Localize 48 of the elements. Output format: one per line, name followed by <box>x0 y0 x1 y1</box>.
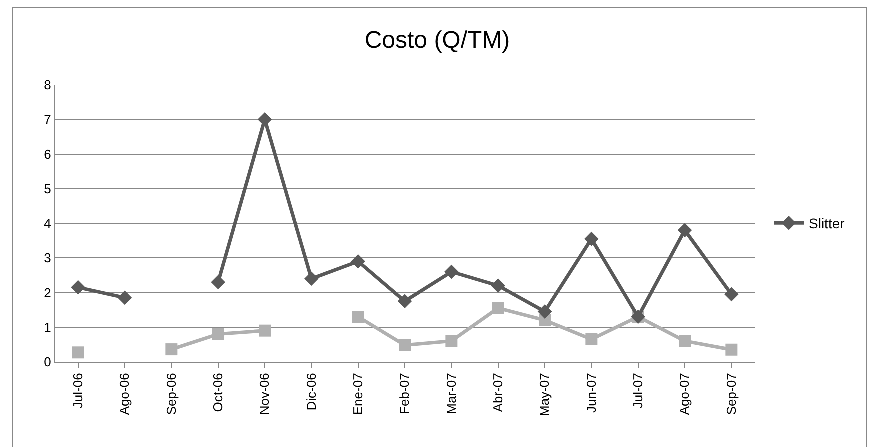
y-tick-label: 2 <box>44 285 52 300</box>
y-tick-label: 6 <box>44 146 52 162</box>
x-tick-label: Mar-07 <box>444 373 459 414</box>
point <box>492 302 504 314</box>
chart-title: Costo (Q/TM) <box>364 27 510 54</box>
point <box>352 310 364 323</box>
point <box>212 328 224 340</box>
x-tick-label: Dic-06 <box>304 373 319 411</box>
y-tick-label: 7 <box>44 112 52 128</box>
x-tick-label: Nov-06 <box>257 373 272 416</box>
point <box>166 344 178 356</box>
point <box>304 272 319 286</box>
x-tick-label: May-07 <box>537 373 552 417</box>
x-tick-label: Ene-07 <box>350 373 366 416</box>
point <box>258 112 272 127</box>
x-tick-label: Sep-07 <box>724 373 739 416</box>
point <box>72 346 84 359</box>
point <box>678 223 692 238</box>
y-tick-label: 8 <box>44 78 52 93</box>
point <box>538 304 552 319</box>
y-tick-label: 0 <box>44 354 52 370</box>
point <box>491 278 506 293</box>
point <box>259 324 271 337</box>
x-tick-label: Oct-06 <box>210 373 226 412</box>
y-tick-label: 1 <box>44 320 52 335</box>
point <box>399 339 411 352</box>
x-tick-label: Feb-07 <box>397 373 412 414</box>
point <box>584 232 599 246</box>
x-tick-label: Sep-06 <box>164 373 179 416</box>
point <box>351 254 366 269</box>
x-tick-label: Jul-06 <box>70 373 86 409</box>
y-tick-label: 3 <box>44 250 52 266</box>
legend-label: Slitter <box>809 216 846 232</box>
point <box>679 335 691 348</box>
y-tick-label: 5 <box>44 181 52 196</box>
point <box>444 264 459 280</box>
x-tick-label: Ago-06 <box>117 373 132 416</box>
point <box>724 287 739 302</box>
point <box>211 275 226 290</box>
point <box>398 294 412 309</box>
x-tick-label: Jun-07 <box>584 373 599 413</box>
x-tick-label: Ago-07 <box>677 373 692 416</box>
x-tick-label: Abr-07 <box>490 373 506 412</box>
point <box>726 344 738 356</box>
point <box>586 333 598 346</box>
y-tick-label: 4 <box>44 216 52 232</box>
x-tick-label: Jul-07 <box>630 373 646 409</box>
point <box>446 335 458 348</box>
